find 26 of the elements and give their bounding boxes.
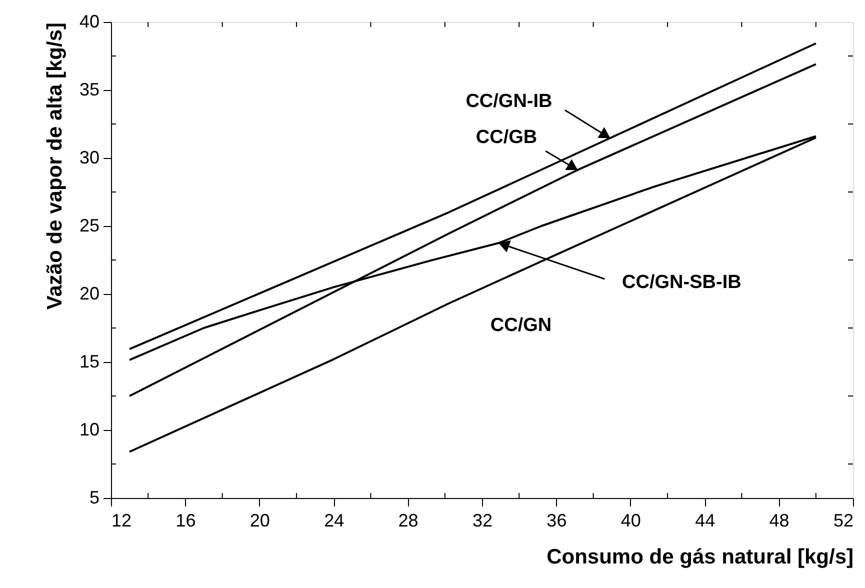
annotation: CC/GN-IB <box>466 91 552 112</box>
y-tick-label: 15 <box>79 352 100 372</box>
line-series <box>128 42 817 350</box>
y-tick-label: 5 <box>89 488 100 508</box>
y-tick-label: 20 <box>79 284 100 304</box>
y-axis-title: Vazão de vapor de alta [kg/s] <box>43 22 66 310</box>
y-tick-label: 35 <box>79 80 100 100</box>
x-tick-label: 44 <box>695 510 716 530</box>
y-tick-label: 25 <box>79 216 100 236</box>
x-tick-label: 32 <box>472 510 493 530</box>
x-tick-label: 16 <box>176 510 196 530</box>
x-tick-label: 52 <box>833 510 854 530</box>
x-tick-label: 12 <box>112 510 132 530</box>
x-tick-label: 28 <box>398 510 418 530</box>
annotation: CC/GN-SB-IB <box>622 272 742 293</box>
y-tick-label: 30 <box>79 148 100 168</box>
x-tick-label: 40 <box>620 510 641 530</box>
y-tick-label: 40 <box>79 12 100 32</box>
x-tick-label: 24 <box>324 510 344 530</box>
y-tick-label: 10 <box>79 420 100 440</box>
x-axis-title: Consumo de gás natural [kg/s] <box>546 546 854 568</box>
x-tick-label: 36 <box>546 510 567 530</box>
x-tick-label: 20 <box>250 510 270 530</box>
annotation: CC/GN <box>490 315 552 336</box>
x-tick-label: 48 <box>769 510 790 530</box>
annotation: CC/GB <box>476 126 538 148</box>
